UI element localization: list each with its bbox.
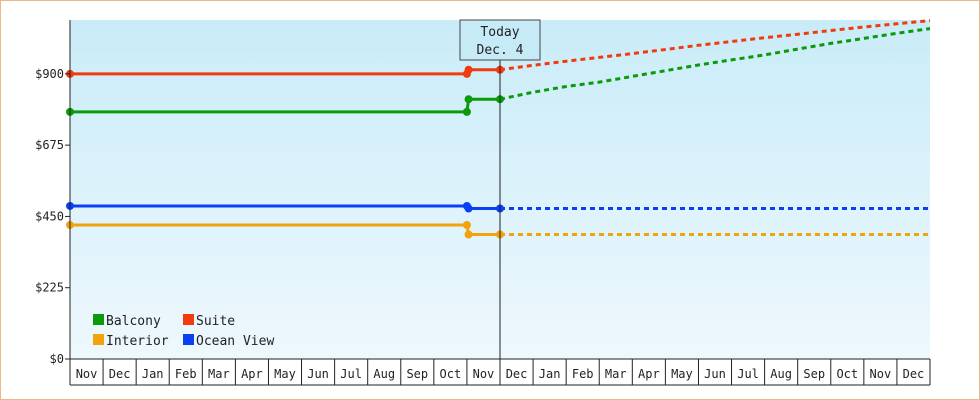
legend-label-interior: Interior <box>106 334 169 349</box>
today-label-box <box>459 19 541 61</box>
y-tick-label: $450 <box>35 209 64 223</box>
data-point-interior <box>464 230 473 239</box>
legend-label-ocean-view: Ocean View <box>196 334 274 349</box>
series-forecast-balcony <box>499 27 931 101</box>
y-tick-label: $675 <box>35 138 64 152</box>
x-tick-label: Feb <box>572 367 594 381</box>
legend-swatch-interior <box>93 334 104 345</box>
y-tick-label: $900 <box>35 67 64 81</box>
x-tick-label: Sep <box>803 367 825 381</box>
x-tick-label: Dec <box>109 367 131 381</box>
axis-layer: $0 $225 $450 $675 $900 Nov Dec Jan Feb Mar Apr May J… <box>35 20 931 386</box>
data-point-interior <box>462 220 471 229</box>
data-point-balcony <box>464 95 473 104</box>
x-tick-label: Oct <box>836 367 858 381</box>
today-label-date: Dec. 4 <box>477 43 524 58</box>
x-tick-label: Jan <box>142 367 164 381</box>
x-tick-label: Feb <box>175 367 197 381</box>
x-tick-label: Sep <box>406 367 428 381</box>
x-tick-label: Nov <box>76 367 98 381</box>
data-point-ocean-view <box>464 204 473 213</box>
today-label-line1: Today <box>480 25 519 40</box>
x-tick-label: Jun <box>704 367 726 381</box>
x-tick-label: Dec <box>506 367 528 381</box>
series-layer <box>66 19 931 239</box>
series-line-balcony <box>70 97 500 114</box>
x-tick-label: Jul <box>340 367 362 381</box>
series-forecast-suite <box>499 19 931 72</box>
y-tick-label: $225 <box>35 281 64 295</box>
x-tick-label: Mar <box>208 367 230 381</box>
x-tick-label: Aug <box>373 367 395 381</box>
x-tick-label: Nov <box>473 367 495 381</box>
today-marker: Today Dec. 4 <box>459 19 541 359</box>
x-tick-label: Jul <box>737 367 759 381</box>
legend: Balcony Suite Interior Ocean View <box>93 314 274 349</box>
x-tick-label: Jan <box>539 367 561 381</box>
x-tick-label: Nov <box>870 367 892 381</box>
x-tick-label: May <box>274 367 296 381</box>
legend-label-suite: Suite <box>196 314 235 329</box>
data-point-suite <box>464 65 473 74</box>
x-tick-label: Mar <box>605 367 627 381</box>
legend-swatch-balcony <box>93 314 104 325</box>
x-tick-label: Oct <box>440 367 462 381</box>
x-tick-label: Apr <box>241 367 263 381</box>
legend-swatch-suite <box>183 314 194 325</box>
x-tick-label: Apr <box>638 367 660 381</box>
x-tick-label: Jun <box>307 367 329 381</box>
x-tick-label: May <box>671 367 693 381</box>
series-line-interior <box>70 223 500 236</box>
data-point-balcony <box>462 107 471 116</box>
y-tick-label: $0 <box>50 352 64 366</box>
x-tick-label: Aug <box>770 367 792 381</box>
legend-swatch-ocean-view <box>183 334 194 345</box>
legend-label-balcony: Balcony <box>106 314 161 329</box>
x-tick-label: Dec <box>903 367 925 381</box>
